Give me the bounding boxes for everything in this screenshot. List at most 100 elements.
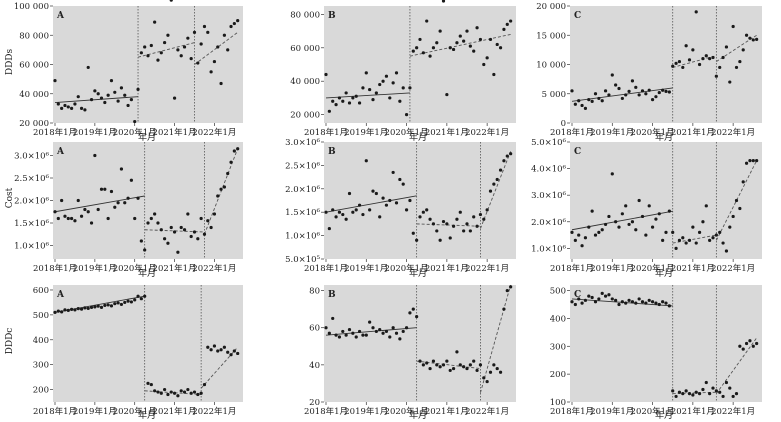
- data-point: [99, 96, 104, 100]
- data-point: [219, 187, 223, 191]
- data-point: [468, 363, 472, 367]
- data-point: [56, 309, 60, 313]
- data-point: [721, 394, 725, 399]
- data-point: [445, 359, 449, 363]
- data-point: [681, 392, 685, 396]
- data-point: [391, 326, 395, 330]
- data-point: [351, 331, 355, 335]
- data-point: [438, 365, 442, 369]
- data-point: [404, 113, 409, 117]
- data-point: [620, 96, 624, 101]
- data-point: [630, 300, 635, 304]
- data-point: [229, 353, 233, 357]
- data-point: [438, 238, 442, 242]
- data-point: [153, 20, 157, 24]
- data-point: [741, 48, 745, 52]
- data-point: [123, 201, 127, 205]
- y-tick-label: 200: [33, 386, 49, 396]
- data-point: [357, 203, 362, 207]
- data-point: [182, 228, 187, 232]
- trend-line: [194, 31, 238, 65]
- data-point: [226, 48, 230, 52]
- data-point: [334, 215, 338, 219]
- data-point: [640, 300, 645, 304]
- data-point: [509, 19, 513, 23]
- data-point: [331, 208, 335, 212]
- panel-letter: A: [56, 290, 65, 300]
- data-point: [701, 387, 705, 392]
- data-point: [691, 48, 695, 52]
- x-tick-label: 2022年1月: [192, 406, 236, 417]
- data-point: [624, 93, 628, 97]
- data-point: [66, 105, 70, 109]
- data-point: [482, 217, 486, 221]
- data-point: [734, 392, 739, 396]
- data-point: [577, 297, 581, 301]
- data-point: [83, 207, 87, 212]
- data-point: [166, 392, 170, 397]
- data-point: [371, 98, 375, 102]
- data-point: [86, 306, 90, 310]
- data-point: [166, 241, 170, 245]
- data-point: [129, 98, 133, 102]
- y-tick-label: 0: [561, 119, 566, 129]
- data-point: [354, 94, 358, 98]
- data-point: [664, 301, 668, 305]
- data-point: [219, 348, 223, 352]
- data-point: [573, 302, 577, 307]
- data-point: [681, 65, 685, 70]
- y-tick-label: 20 000: [536, 2, 566, 12]
- data-point: [334, 333, 338, 337]
- data-point: [388, 96, 392, 100]
- x-tick-label: 2021年1月: [671, 406, 715, 417]
- data-point: [505, 22, 509, 26]
- data-point: [384, 203, 389, 207]
- data-point: [401, 86, 405, 90]
- data-point: [63, 308, 67, 312]
- data-point: [179, 54, 183, 58]
- data-point: [627, 89, 631, 94]
- data-point: [570, 89, 574, 93]
- data-point: [485, 56, 489, 60]
- data-point: [202, 232, 207, 236]
- data-point: [354, 208, 358, 212]
- data-point: [139, 239, 143, 243]
- data-point: [364, 333, 368, 337]
- panel-background: [324, 6, 516, 123]
- data-point: [99, 305, 104, 310]
- data-point: [219, 81, 223, 86]
- data-point: [172, 96, 177, 100]
- panel-1-0: A 1.0×10⁶ 1.5×10⁶ 2.0×10⁶ 2.5×10⁶ 3.0×10⁶ 2018…: [14, 142, 243, 274]
- data-point: [435, 229, 439, 233]
- trend-line: [715, 337, 758, 394]
- data-point: [428, 217, 432, 221]
- x-tick-label: 2020年1月: [113, 263, 157, 274]
- data-point: [364, 71, 368, 75]
- data-point: [361, 333, 365, 337]
- data-point: [465, 29, 469, 33]
- data-point: [714, 233, 718, 237]
- data-point: [176, 48, 180, 52]
- data-point: [751, 344, 755, 348]
- trend-line: [54, 195, 145, 213]
- data-point: [597, 230, 601, 235]
- xlabel-row-1-col-1: 年月: [409, 267, 427, 279]
- data-point: [232, 349, 236, 353]
- data-point: [421, 210, 425, 214]
- trend-line: [479, 284, 512, 393]
- data-point: [644, 92, 648, 96]
- data-point: [408, 86, 412, 90]
- data-point: [70, 307, 74, 311]
- data-point: [573, 102, 577, 106]
- data-point: [451, 47, 456, 52]
- xlabel-row-0-col-1: 年月: [409, 131, 427, 143]
- x-tick-label: 2019年1月: [73, 127, 117, 138]
- data-point: [488, 370, 493, 374]
- y-tick-label: 10 000: [536, 61, 566, 71]
- data-point: [404, 326, 409, 330]
- data-point: [324, 210, 328, 214]
- data-point: [744, 161, 749, 165]
- data-point: [708, 392, 712, 396]
- data-point: [425, 19, 429, 23]
